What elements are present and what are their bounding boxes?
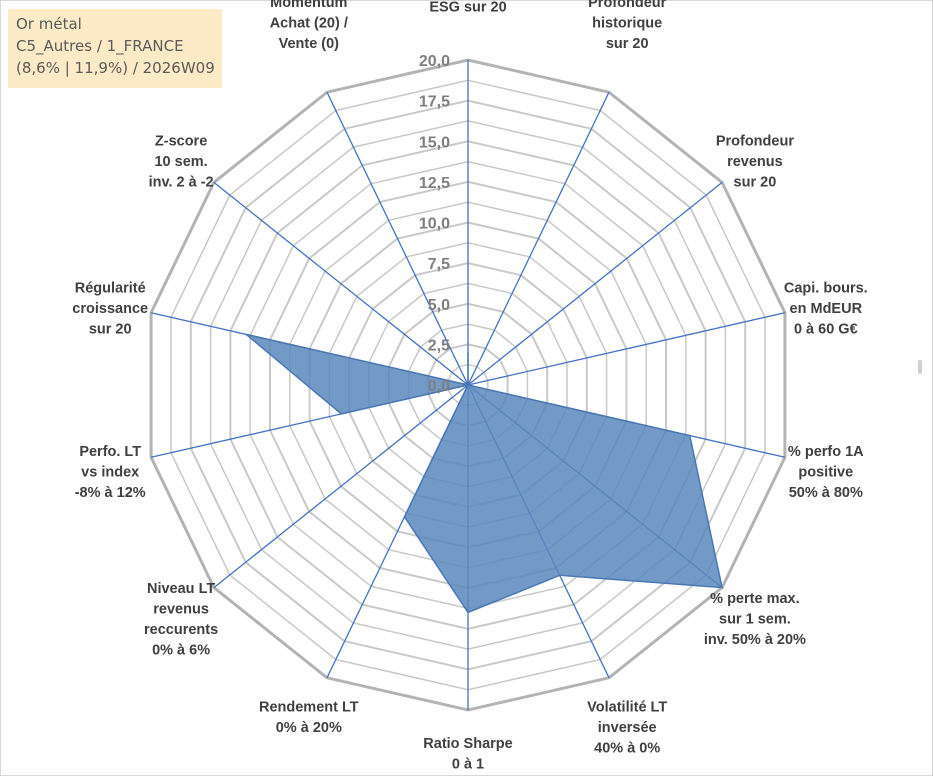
tick-label: 10,0 — [419, 216, 450, 233]
radar-spoke — [467, 312, 786, 386]
category-label-line: inv. 50% à 20% — [704, 632, 806, 648]
category-label-line: 0% à 20% — [276, 720, 342, 736]
radar-spoke — [467, 181, 723, 386]
category-label: Momentum Achat (20) / Vente (0) — [270, 0, 348, 52]
category-label-line: inv. 2 à -2 — [149, 174, 214, 190]
category-label-line: % perfo 1A — [788, 444, 864, 460]
tick-label: 15,0 — [419, 134, 450, 151]
category-label: Rendement LT 0% à 20% — [259, 700, 359, 737]
legend-category: C5_Autres / 1_FRANCE — [16, 37, 184, 55]
legend-stats: (8,6% | 11,9%) / 2026W09 — [16, 59, 215, 77]
category-label: Z-score 10 sem. inv. 2 à -2 — [149, 133, 214, 190]
category-label-line: Ratio Sharpe — [423, 736, 512, 752]
radar-spoke — [213, 384, 469, 589]
category-label: Profondeur historique sur 20 — [588, 0, 666, 52]
radar-tick-labels: 0,0 2,5 5,0 7,5 10,0 12,5 15,0 17,5 20,0 — [419, 53, 450, 395]
tick-label: 20,0 — [419, 53, 450, 70]
tick-label: 0,0 — [428, 378, 450, 395]
tick-label: 5,0 — [428, 297, 450, 314]
tick-label: 17,5 — [419, 94, 450, 111]
tick-label: 2,5 — [428, 337, 450, 354]
category-label-line: revenus — [727, 154, 783, 170]
category-label-line: Vente (0) — [279, 36, 340, 52]
category-label-line: vs index — [81, 464, 139, 480]
category-label: Niveau LT revenus reccurents 0% à 6% — [144, 581, 218, 659]
category-label: % perfo 1A positive 50% à 80% — [788, 444, 864, 501]
category-label-line: 0% à 6% — [152, 642, 210, 658]
category-label-line: en MdEUR — [790, 301, 863, 317]
category-label: Capi. bours. en MdEUR 0 à 60 G€ — [784, 281, 868, 338]
category-label: Volatilité LT inversée 40% à 0% — [587, 700, 667, 757]
radar-spoke — [467, 91, 610, 386]
category-label-line: inversée — [598, 720, 657, 736]
category-label: Profondeur revenus sur 20 — [716, 133, 794, 190]
tick-label: 7,5 — [428, 256, 450, 273]
category-label-line: % perte max. — [710, 591, 799, 607]
scrollbar-thumb[interactable] — [918, 360, 922, 374]
legend-series-name: Or métal — [16, 15, 82, 33]
tick-label: 12,5 — [419, 175, 450, 192]
category-label: Perfo. LT vs index -8% à 12% — [75, 444, 146, 501]
category-label-line: revenus — [153, 601, 209, 617]
category-label: Régularité croissance sur 20 — [72, 281, 148, 338]
category-label-line: reccurents — [144, 622, 218, 638]
category-label-line: Niveau LT — [147, 581, 215, 597]
category-label-line: 10 sem. — [154, 154, 207, 170]
category-label-line: 0 à 60 G€ — [794, 322, 858, 338]
category-label-line: Volatilité LT — [587, 700, 667, 716]
category-label-line: Rendement LT — [259, 700, 359, 716]
category-label-line: sur 20 — [606, 36, 649, 52]
category-label-line: Profondeur — [588, 0, 666, 11]
category-label-line: Profondeur — [716, 133, 794, 149]
category-label-line: 40% à 0% — [594, 741, 660, 757]
radar-series — [245, 333, 724, 614]
category-label: NoteESG sur 20 — [429, 0, 506, 16]
category-label-line: 50% à 80% — [789, 485, 863, 501]
category-label: Ratio Sharpe 0 à 1 — [423, 736, 512, 773]
category-label-line: Achat (20) / — [270, 15, 348, 31]
category-label-line: historique — [592, 15, 662, 31]
radar-spoke — [213, 181, 469, 386]
category-label-line: Capi. bours. — [784, 281, 868, 297]
category-label-line: sur 20 — [734, 174, 777, 190]
series-legend-box: Or métal C5_Autres / 1_FRANCE (8,6% | 11… — [8, 9, 222, 88]
category-label-line: Momentum — [270, 0, 347, 11]
category-label-line: sur 20 — [89, 322, 132, 338]
category-label-line: Perfo. LT — [79, 444, 141, 460]
category-label-line: 0 à 1 — [452, 757, 484, 773]
series-area — [245, 333, 724, 614]
category-label-line: Régularité — [75, 281, 146, 297]
category-label: % perte max. sur 1 sem. inv. 50% à 20% — [704, 591, 806, 648]
radar-spoke — [326, 91, 469, 386]
category-label-line: positive — [798, 464, 853, 480]
category-label-line: sur 1 sem. — [719, 612, 791, 628]
category-label-line: -8% à 12% — [75, 485, 146, 501]
radar-category-labels: NoteESG sur 20 Profondeur historique sur 20… — [72, 0, 867, 773]
category-label-line: croissance — [72, 301, 148, 317]
category-label-line: Z-score — [155, 133, 207, 149]
category-label-line: ESG sur 20 — [429, 0, 506, 16]
